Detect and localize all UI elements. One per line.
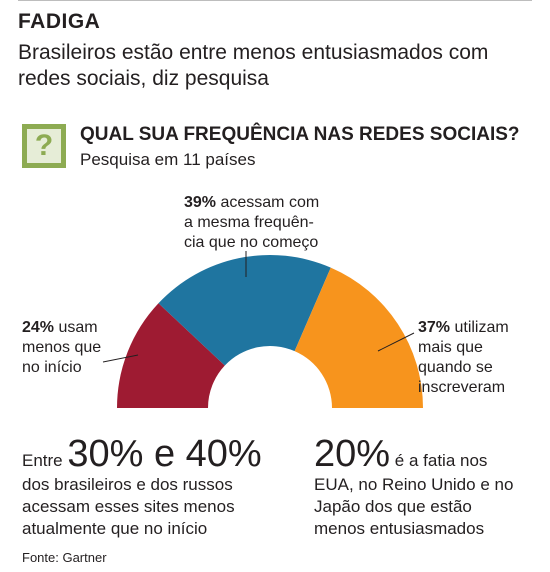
leader-line-less xyxy=(102,354,139,363)
slice-text-more-2: mais que xyxy=(418,339,483,356)
slice-label-less: 24% usam menos que no início xyxy=(22,318,101,378)
slice-text-same-2: a mesma frequên- xyxy=(184,214,314,231)
slice-text-more-4: inscreveram xyxy=(418,379,506,396)
slice-text-more-3: quando se xyxy=(418,359,493,376)
page-subtitle: Brasileiros estão entre menos entusiasma… xyxy=(18,41,489,90)
slice-text-less-3: no início xyxy=(22,359,82,376)
slice-pct-less: 24% xyxy=(22,319,55,336)
question-mark-icon: ? xyxy=(22,124,66,168)
slice-label-same: 39% acessam com a mesma frequên- cia que… xyxy=(184,193,319,253)
stat-left-pre: Entre xyxy=(22,451,68,470)
stat-right-line2: EUA, no Reino Unido e no xyxy=(314,475,514,494)
slice-same xyxy=(158,255,331,366)
stat-brazil-russia: Entre 30% e 40% dos brasileiros e dos ru… xyxy=(22,434,262,540)
stat-right-big: 20% xyxy=(314,433,391,475)
slice-more xyxy=(294,267,423,408)
stat-right-post: é a fatia nos xyxy=(390,451,488,470)
slice-pct-same: 39% xyxy=(184,194,217,211)
slice-text-less-2: menos que xyxy=(22,339,102,356)
stat-usa-uk-japan: 20% é a fatia nos EUA, no Reino Unido e … xyxy=(314,434,513,540)
slice-text-same-4: que no começo xyxy=(208,234,319,251)
stat-right-line3: Japão dos que estão xyxy=(314,497,472,516)
slice-label-more: 37% utilizam mais que quando se inscreve… xyxy=(418,318,509,398)
chart-subtitle: Pesquisa em 11 países xyxy=(80,150,256,169)
question-mark-glyph: ? xyxy=(27,129,61,163)
slice-text-less-1: usam xyxy=(54,319,98,336)
page-title: FADIGA xyxy=(18,10,101,33)
slice-text-same-1: acessam com xyxy=(216,194,320,211)
slice-text-same-3: cia xyxy=(184,234,205,251)
source-note: Fonte: Gartner xyxy=(22,550,107,565)
slice-pct-more: 37% xyxy=(418,319,451,336)
slice-less xyxy=(117,303,225,408)
stat-left-line4: atualmente que no início xyxy=(22,519,208,538)
stat-right-line4: menos entusiasmados xyxy=(314,519,485,538)
stat-left-line2: dos brasileiros e dos russos xyxy=(22,475,233,494)
leader-line-more xyxy=(377,332,415,352)
slice-text-more-1: utilizam xyxy=(450,319,509,336)
stat-left-line3: acessam esses sites menos xyxy=(22,497,235,516)
stat-left-big: 30% e 40% xyxy=(67,433,262,475)
top-rule xyxy=(18,0,532,1)
chart-title: QUAL SUA FREQUÊNCIA NAS REDES SOCIAIS? xyxy=(80,124,520,145)
